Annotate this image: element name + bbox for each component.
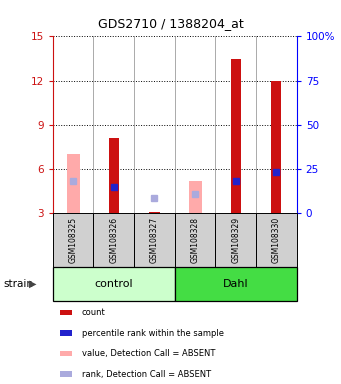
Bar <box>93 213 134 267</box>
Bar <box>189 181 202 213</box>
Bar <box>175 267 297 301</box>
Bar <box>231 59 241 213</box>
Text: GSM108330: GSM108330 <box>272 217 281 263</box>
Bar <box>271 81 281 213</box>
Text: GSM108326: GSM108326 <box>109 217 118 263</box>
Bar <box>60 310 72 315</box>
Text: GSM108329: GSM108329 <box>231 217 240 263</box>
Bar <box>216 213 256 267</box>
Text: ▶: ▶ <box>29 279 36 289</box>
Text: GSM108325: GSM108325 <box>69 217 78 263</box>
Text: Dahl: Dahl <box>223 279 249 289</box>
Bar <box>60 330 72 336</box>
Text: value, Detection Call = ABSENT: value, Detection Call = ABSENT <box>82 349 215 358</box>
Bar <box>109 138 119 213</box>
Bar <box>256 213 297 267</box>
Bar <box>53 213 93 267</box>
Text: control: control <box>94 279 133 289</box>
Text: GDS2710 / 1388204_at: GDS2710 / 1388204_at <box>98 17 243 30</box>
Text: GSM108327: GSM108327 <box>150 217 159 263</box>
Bar <box>149 212 160 213</box>
Text: rank, Detection Call = ABSENT: rank, Detection Call = ABSENT <box>82 369 211 379</box>
Text: GSM108328: GSM108328 <box>191 217 199 263</box>
Bar <box>175 213 216 267</box>
Bar <box>60 371 72 377</box>
Bar <box>60 351 72 356</box>
Bar <box>67 154 80 213</box>
Bar <box>53 267 175 301</box>
Text: count: count <box>82 308 106 317</box>
Text: strain: strain <box>3 279 33 289</box>
Text: percentile rank within the sample: percentile rank within the sample <box>82 329 224 338</box>
Bar <box>134 213 175 267</box>
